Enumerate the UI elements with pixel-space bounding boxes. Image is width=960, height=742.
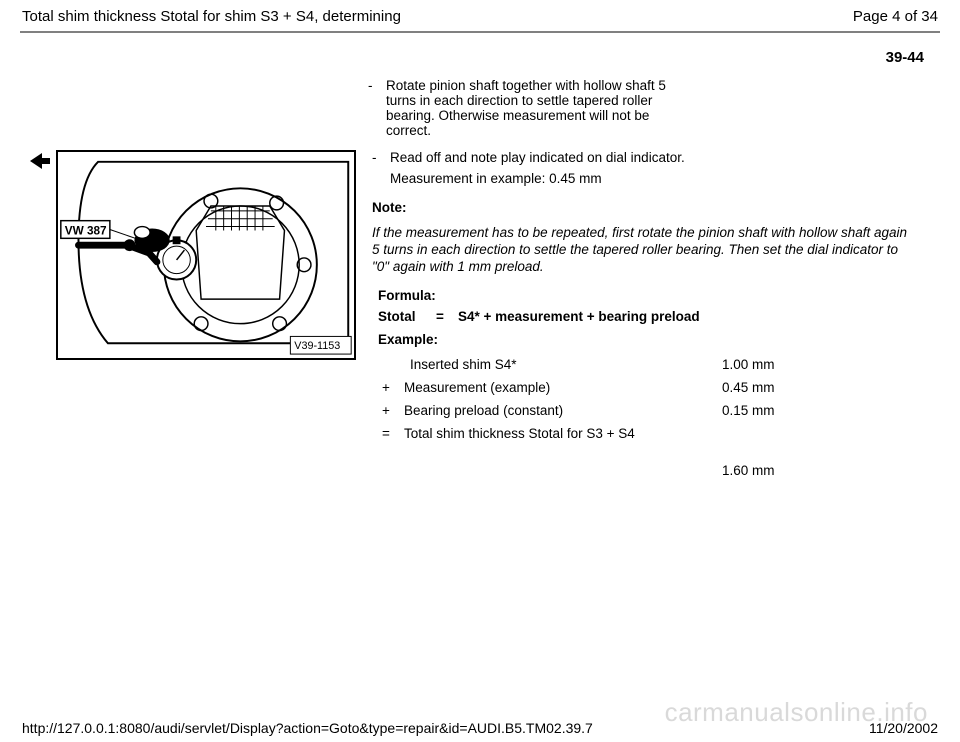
bullet-row-2: - Read off and note play indicated on di… — [372, 150, 938, 165]
doc-title: Total shim thickness Stotal for shim S3 … — [22, 8, 401, 25]
bullet-2-text: Read off and note play indicated on dial… — [390, 150, 938, 165]
note-body: If the measurement has to be repeated, f… — [372, 225, 938, 276]
formula-block: Formula: Stotal = S4* + measurement + be… — [372, 288, 938, 482]
figure-id: V39-1153 — [294, 340, 340, 352]
example-total-row: 1.60 mm — [378, 445, 798, 482]
val-cell: 0.45 mm — [718, 376, 798, 399]
footer-url: http://127.0.0.1:8080/audi/servlet/Displ… — [22, 720, 593, 736]
page-footer: http://127.0.0.1:8080/audi/servlet/Displ… — [0, 720, 960, 736]
measurement-example: Measurement in example: 0.45 mm — [372, 171, 938, 186]
desc-cell: Total shim thickness Stotal for S3 + S4 — [400, 422, 718, 445]
technical-figure: VW 387 V39-1153 — [56, 150, 356, 360]
right-text-column: - Read off and note play indicated on di… — [368, 150, 938, 482]
figure-and-text-row: VW 387 V39-1153 - Read off and note play… — [28, 150, 938, 482]
example-row: = Total shim thickness Stotal for S3 + S… — [378, 422, 798, 445]
val-cell: 1.00 mm — [718, 353, 798, 376]
desc-cell: Measurement (example) — [400, 376, 718, 399]
total-value: 1.60 mm — [718, 445, 798, 482]
op-cell: = — [378, 422, 400, 445]
desc-cell: Inserted shim S4* — [400, 353, 718, 376]
op-cell — [378, 353, 400, 376]
page-reference: 39-44 — [0, 33, 960, 78]
dash-icon: - — [372, 150, 390, 165]
page-header: Total shim thickness Stotal for shim S3 … — [0, 0, 960, 31]
figure-column: VW 387 V39-1153 — [56, 150, 368, 482]
desc-cell: Bearing preload (constant) — [400, 399, 718, 422]
val-cell: 0.15 mm — [718, 399, 798, 422]
dash-icon: - — [368, 78, 373, 93]
formula-eq: = — [436, 309, 458, 324]
op-cell: + — [378, 399, 400, 422]
formula-line: Stotal = S4* + measurement + bearing pre… — [378, 309, 938, 324]
example-row: Inserted shim S4* 1.00 mm — [378, 353, 798, 376]
formula-lhs: Stotal — [378, 309, 436, 324]
content-area: - Rotate pinion shaft together with holl… — [0, 78, 960, 482]
example-row: + Bearing preload (constant) 0.15 mm — [378, 399, 798, 422]
example-label: Example: — [378, 332, 938, 347]
op-cell: + — [378, 376, 400, 399]
footer-date: 11/20/2002 — [869, 720, 938, 736]
val-cell — [718, 422, 798, 445]
note-heading: Note: — [372, 200, 938, 215]
formula-rhs: S4* + measurement + bearing preload — [458, 309, 700, 324]
bullet-1-text: Rotate pinion shaft together with hollow… — [386, 78, 686, 138]
bullet-row-1: - Rotate pinion shaft together with holl… — [28, 78, 938, 138]
example-table: Inserted shim S4* 1.00 mm + Measurement … — [378, 353, 798, 482]
pointer-arrow — [28, 150, 56, 482]
left-arrow-icon — [30, 153, 50, 169]
page-of: Page 4 of 34 — [853, 8, 938, 25]
formula-label: Formula: — [378, 288, 938, 303]
tool-label: VW 387 — [65, 224, 107, 237]
example-row: + Measurement (example) 0.45 mm — [378, 376, 798, 399]
